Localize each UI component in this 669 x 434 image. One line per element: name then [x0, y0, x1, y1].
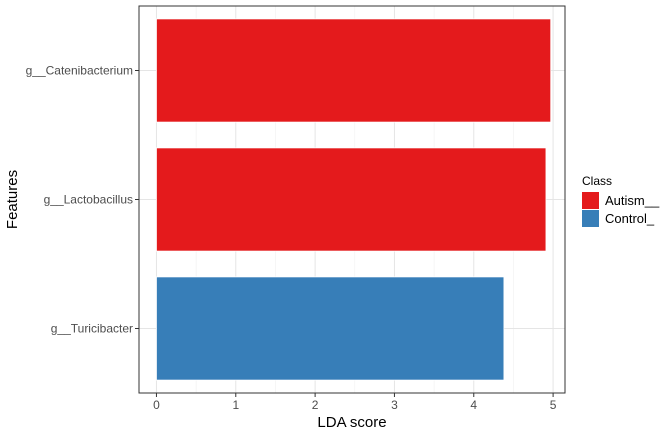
y-tick-label: g__Turicibacter — [51, 322, 133, 336]
legend-key-control — [582, 210, 599, 227]
legend-title: Class — [582, 174, 612, 188]
y-axis: g__Catenibacterium g__Lactobacillus g__Tur… — [26, 64, 139, 336]
x-tick-label: 4 — [470, 398, 477, 412]
x-tick-label: 1 — [232, 398, 239, 412]
legend-label: Autism__ — [605, 193, 660, 208]
y-axis-title: Features — [4, 170, 21, 229]
x-tick-label: 5 — [550, 398, 557, 412]
y-tick-label: g__Lactobacillus — [44, 193, 133, 207]
x-axis: 0 1 2 3 4 5 — [153, 393, 557, 412]
y-tick-label: g__Catenibacterium — [26, 64, 133, 78]
x-tick-label: 2 — [312, 398, 319, 412]
bar-g-catenibacterium — [156, 18, 552, 123]
legend-key-autism — [582, 192, 599, 209]
x-tick-label: 3 — [391, 398, 398, 412]
bar-g-lactobacillus — [156, 147, 547, 252]
bars — [156, 18, 552, 381]
x-axis-title: LDA score — [317, 414, 386, 431]
bar-g-turicibacter — [156, 276, 505, 381]
legend-label: Control_ — [605, 211, 655, 226]
x-tick-label: 0 — [153, 398, 160, 412]
legend: Class Autism__ Control_ — [582, 174, 660, 227]
